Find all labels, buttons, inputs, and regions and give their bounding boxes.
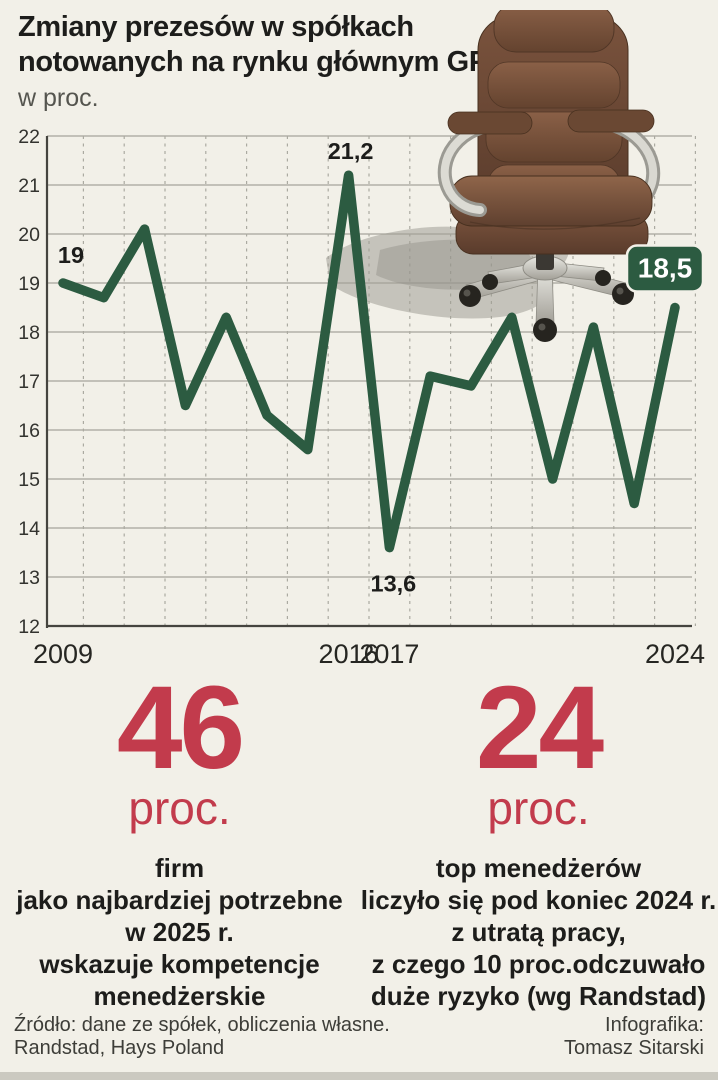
svg-text:22: 22 (18, 126, 40, 148)
stat-desc-line: top menedżerów (435, 853, 642, 883)
svg-text:15: 15 (18, 469, 40, 491)
source-line: Źródło: dane ze spółek, obliczenia własn… (14, 1014, 390, 1036)
office-chair-image (326, 10, 661, 342)
svg-text:2009: 2009 (33, 639, 93, 669)
svg-text:13: 13 (18, 567, 40, 589)
stat-unit: proc. (487, 782, 590, 834)
stat-description: top menedżerów liczyło się pod koniec 20… (359, 852, 718, 1012)
stat-desc-line: duże ryzyko (wg Randstad) (370, 981, 707, 1011)
page-title-line2: notowanych na rynku głównym GPW (18, 46, 515, 78)
source-note: Źródło: dane ze spółek, obliczenia własn… (14, 1014, 390, 1060)
svg-text:2016: 2016 (319, 639, 379, 669)
stat-unit: proc. (128, 782, 231, 834)
stat-desc-line: z utratą pracy, (451, 917, 626, 947)
svg-text:16: 16 (18, 420, 40, 442)
stat-desc-line: liczyło się pod koniec 2024 r. (360, 885, 717, 915)
svg-text:17: 17 (18, 371, 40, 393)
svg-text:19: 19 (58, 242, 84, 268)
stat-block-managers: 24 proc. top menedżerów liczyło się pod … (359, 662, 718, 1012)
chart-unit-subtitle: w proc. (18, 84, 99, 112)
svg-text:20: 20 (18, 224, 40, 246)
svg-text:13,6: 13,6 (371, 571, 417, 597)
stats-row: 46 proc. firm jako najbardziej potrzebne… (0, 662, 718, 1012)
footer: Źródło: dane ze spółek, obliczenia własn… (14, 1014, 704, 1060)
bottom-bar (0, 1072, 718, 1080)
svg-text:2017: 2017 (359, 639, 419, 669)
svg-text:2024: 2024 (645, 639, 705, 669)
chart-line-layer: 19 21,2 13,6 18,5 (58, 138, 705, 597)
page-title-line1: Zmiany prezesów w spółkach (18, 11, 414, 43)
stat-desc-line: menedżerskie (93, 981, 266, 1011)
stat-number: 24 (475, 662, 604, 794)
stat-description: firm jako najbardziej potrzebne w 2025 r… (0, 852, 359, 1012)
stat-desc-line: jako najbardziej potrzebne (16, 885, 343, 915)
stat-block-firms: 46 proc. firm jako najbardziej potrzebne… (0, 662, 359, 1012)
stat-number: 46 (116, 662, 245, 794)
stat-desc-line: firm (154, 853, 205, 883)
svg-text:18: 18 (18, 322, 40, 344)
credit-note: Infografika: Tomasz Sitarski (564, 1014, 704, 1060)
svg-text:19: 19 (18, 273, 40, 295)
stat-desc-line: w 2025 r. (125, 917, 234, 947)
svg-text:18,5: 18,5 (638, 253, 693, 284)
credit-line: Tomasz Sitarski (563, 1037, 704, 1059)
page-title: Zmiany prezesów w spółkach notowanych na… (18, 10, 515, 80)
source-line: Randstad, Hays Poland (14, 1037, 225, 1059)
svg-text:12: 12 (18, 616, 40, 638)
svg-text:21,2: 21,2 (328, 138, 374, 164)
stat-desc-line: wskazuje kompetencje (39, 949, 320, 979)
svg-text:14: 14 (18, 518, 40, 540)
stat-desc-line: z czego 10 proc.odczuwało (371, 949, 706, 979)
svg-text:21: 21 (18, 175, 40, 197)
credit-line: Infografika: (605, 1014, 704, 1036)
